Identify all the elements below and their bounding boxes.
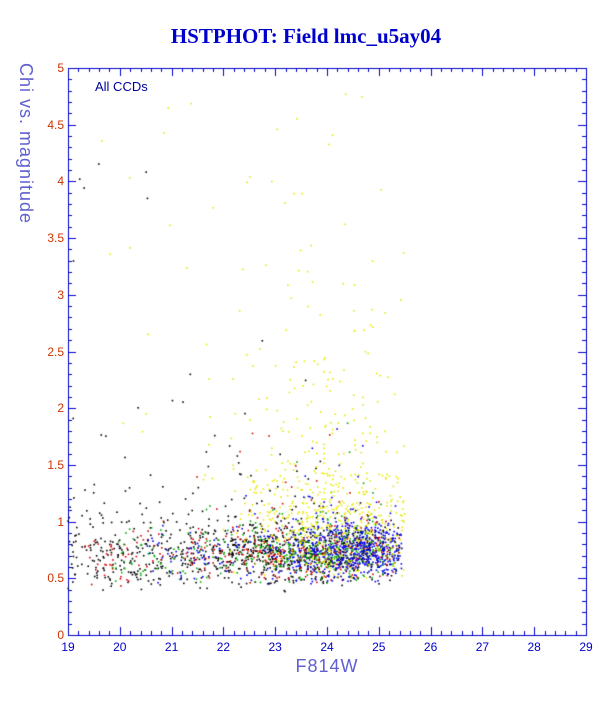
y-tick-label: 4	[57, 174, 64, 189]
x-tick-label: 21	[164, 640, 179, 654]
x-tick-label: 23	[268, 640, 282, 654]
y-tick-label: 2.5	[47, 344, 64, 359]
x-tick-label: 27	[475, 640, 490, 654]
y-tick-label: 5	[57, 61, 64, 75]
y-axis-label: Chi vs. magnitude	[16, 63, 36, 225]
x-tick-label: 25	[372, 640, 386, 654]
y-tick-label: 2	[57, 401, 64, 416]
y-tick-label: 3.5	[47, 231, 64, 246]
y-tick-label: 3	[57, 287, 64, 302]
x-axis-label: F814W	[295, 656, 359, 676]
y-tick-label: 1.5	[47, 457, 64, 472]
x-tick-label: 28	[527, 640, 541, 654]
x-tick-label: 22	[216, 640, 231, 654]
y-tick-label: 0	[57, 628, 64, 642]
y-tick-label: 0.5	[47, 571, 64, 586]
ccd-selection-annotation: All CCDs	[95, 79, 148, 94]
y-tick-label: 1	[57, 514, 64, 529]
x-tick-label: 24	[320, 640, 334, 654]
x-tick-label: 20	[113, 640, 127, 654]
x-tick-label: 29	[579, 640, 593, 654]
y-tick-label: 4.5	[47, 117, 64, 132]
x-tick-label: 19	[61, 640, 75, 654]
x-tick-label: 26	[423, 640, 438, 654]
